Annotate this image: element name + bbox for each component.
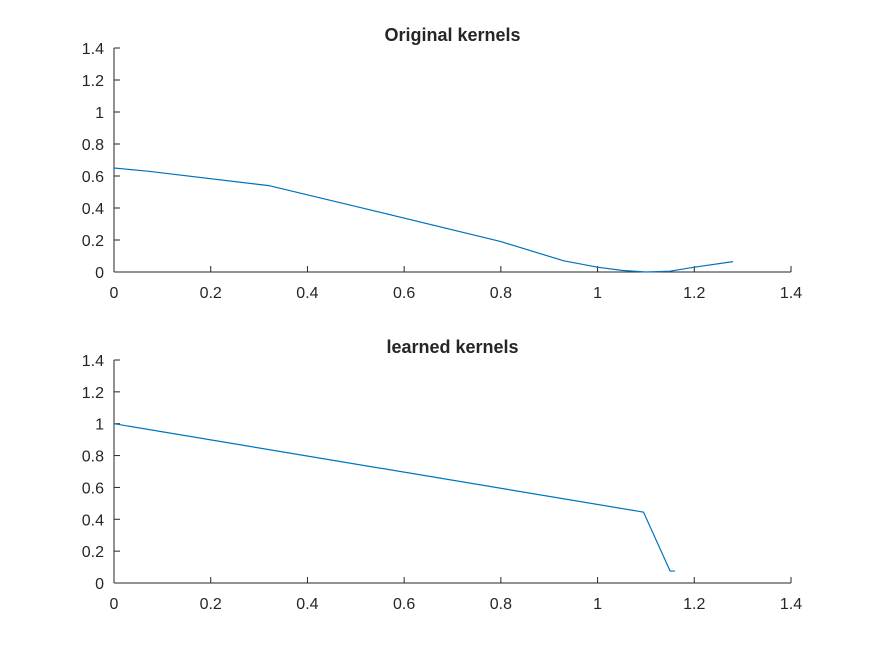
y-tick-label: 1.2 [82,73,104,90]
y-tick-label: 1 [95,417,104,434]
chart-title: Original kernels [384,25,520,45]
x-tick-label: 0.2 [200,596,222,613]
y-tick-label: 0.6 [82,169,104,186]
x-tick-label: 0.8 [490,596,512,613]
plot-learned-kernels: learned kernels 0 0.2 0.4 0.6 0.8 1 1.2 1.4 0 0.2… [82,337,802,613]
plot-original-kernels: Original kernels 0 0.2 0.4 0.6 0.8 1 1.2 1.4 0 0.… [82,25,802,302]
y-tick-label: 1.4 [82,353,104,370]
x-tick-label: 0.6 [393,596,415,613]
x-tick-label: 1 [593,596,602,613]
x-tick-label: 1 [593,285,602,302]
x-tick-label: 1.4 [780,285,802,302]
y-tick-label: 0.8 [82,449,104,466]
x-tick-label: 1.4 [780,596,802,613]
x-tick-label: 0.8 [490,285,512,302]
series-line [113,167,734,273]
y-tick-label: 0.2 [82,233,104,250]
x-tick-label: 0 [110,596,119,613]
y-tick-label: 0.4 [82,201,104,218]
y-tick-label: 1 [95,105,104,122]
series-line [113,423,675,572]
y-tick-label: 1.2 [82,385,104,402]
x-tick-label: 1.2 [683,285,705,302]
y-tick-label: 0.6 [82,480,104,497]
x-tick-label: 0.6 [393,285,415,302]
x-tick-label: 0.4 [296,285,318,302]
y-tick-label: 0.2 [82,544,104,561]
y-tick-label: 0.4 [82,512,104,529]
y-tick-label: 0 [95,265,104,282]
y-tick-label: 0.8 [82,137,104,154]
y-tick-label: 0 [95,576,104,593]
x-tick-label: 0 [110,285,119,302]
x-tick-label: 0.4 [296,596,318,613]
y-tick-label: 1.4 [82,41,104,58]
x-tick-label: 1.2 [683,596,705,613]
chart-title: learned kernels [386,337,518,357]
x-tick-label: 0.2 [200,285,222,302]
